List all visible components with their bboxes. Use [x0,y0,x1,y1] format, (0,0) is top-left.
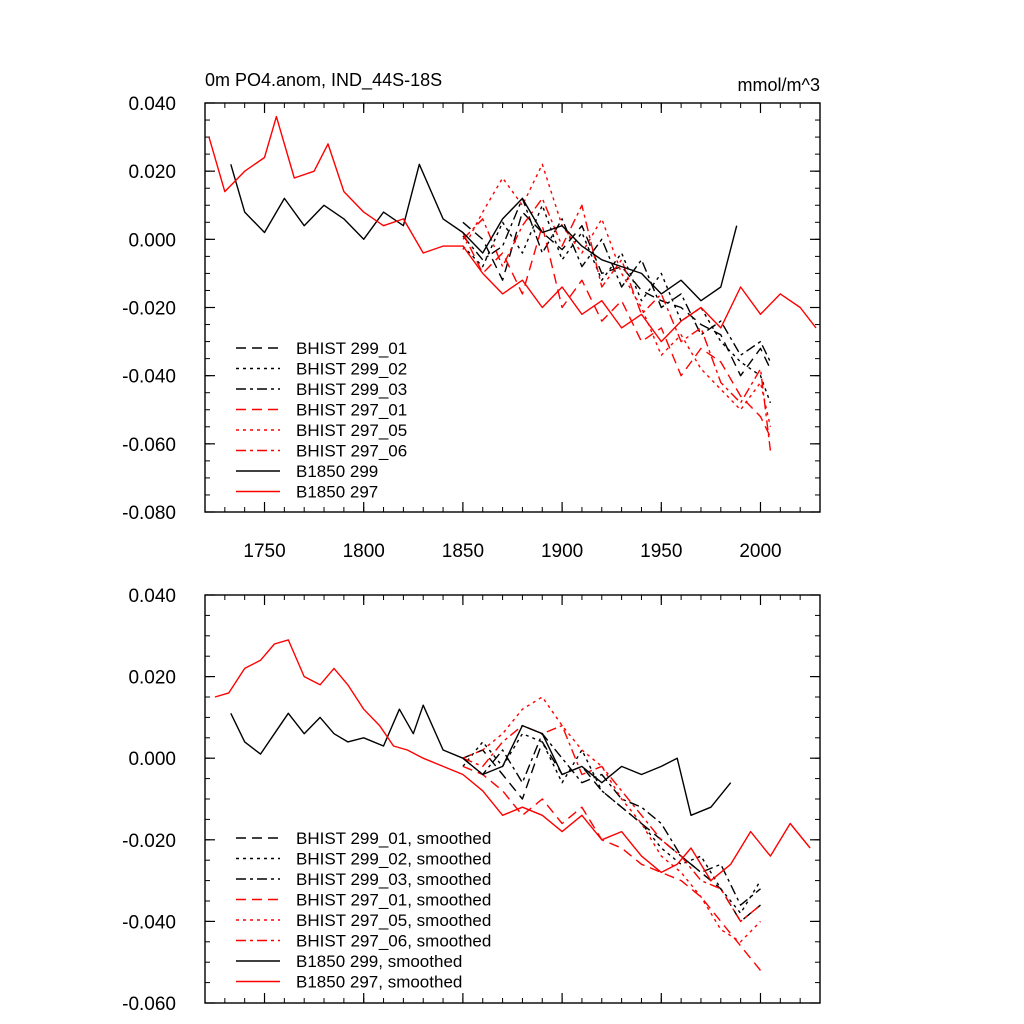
x-tick-label: 2000 [739,541,781,562]
y-tick-label: 0.020 [128,668,176,689]
series-line-2 [462,733,761,906]
x-tick-label: 1750 [243,541,285,562]
legend-label-4: BHIST 297_05 [296,421,407,440]
y-tick-label: -0.060 [122,994,176,1015]
legend-label-1: BHIST 299_02 [296,360,407,379]
top-panel: 0m PO4.anom, IND_44S-18S mmol/m^3 0.040 0.0… [122,70,821,562]
y-tick-label: 0.020 [128,162,176,183]
chart-title: 0m PO4.anom, IND_44S-18S [205,70,442,91]
x-tick-label: 1950 [640,541,682,562]
y-tick-label: -0.060 [122,435,176,456]
series-line-4 [462,696,762,943]
legend-label-0: BHIST 299_01 [296,339,407,358]
legend-label-6: B1850 299 [296,462,378,481]
series-group [208,115,817,451]
series-line-6 [230,704,732,816]
series-line-2 [462,197,772,363]
series-line-1 [462,733,762,914]
units-label: mmol/m^3 [738,75,820,95]
series-line-5 [462,724,761,923]
legend-label-3: BHIST 297_01 [296,401,407,420]
series-line-3 [462,765,762,971]
series-line-0 [462,211,772,377]
legend-label-1: BHIST 299_02, smoothed [296,850,491,869]
legend-label-5: BHIST 297_06 [296,442,407,461]
series-line-3 [462,224,772,438]
series-group [214,639,811,971]
legend-label-2: BHIST 299_03 [296,380,407,399]
y-tick-label: -0.020 [122,831,176,852]
x-tick-label: 1850 [442,541,484,562]
series-line-5 [462,197,772,451]
legend-label-6: B1850 299, smoothed [296,952,462,971]
series-line-6 [230,163,738,302]
series-line-7 [214,639,811,882]
legend-label-7: B1850 297 [296,483,378,502]
legend-label-2: BHIST 299_03, smoothed [296,870,491,889]
bottom-panel: 0.040 0.020 0.000 -0.020 -0.040 -0.060 BHIST 2… [122,586,821,1015]
legend-label-0: BHIST 299_01, smoothed [296,829,491,848]
legend-label-5: BHIST 297_06, smoothed [296,932,491,951]
y-tick-label: 0.000 [128,749,176,770]
x-tick-label: 1800 [343,541,385,562]
y-tick-label: 0.000 [128,230,176,251]
series-line-0 [462,741,761,923]
y-tick-label: -0.020 [122,299,176,320]
legend-label-7: B1850 297, smoothed [296,973,462,992]
x-tick-label: 1900 [541,541,583,562]
y-tick-label: -0.040 [122,367,176,388]
series-line-1 [462,204,772,404]
legend-label-4: BHIST 297_05, smoothed [296,911,491,930]
legend-label-3: BHIST 297_01, smoothed [296,891,491,910]
y-tick-label: 0.040 [128,586,176,607]
y-tick-label: 0.040 [128,94,176,115]
y-tick-label: -0.040 [122,912,176,933]
series-line-4 [462,163,772,427]
series-line-7 [208,115,817,343]
y-tick-label: -0.080 [122,503,176,524]
